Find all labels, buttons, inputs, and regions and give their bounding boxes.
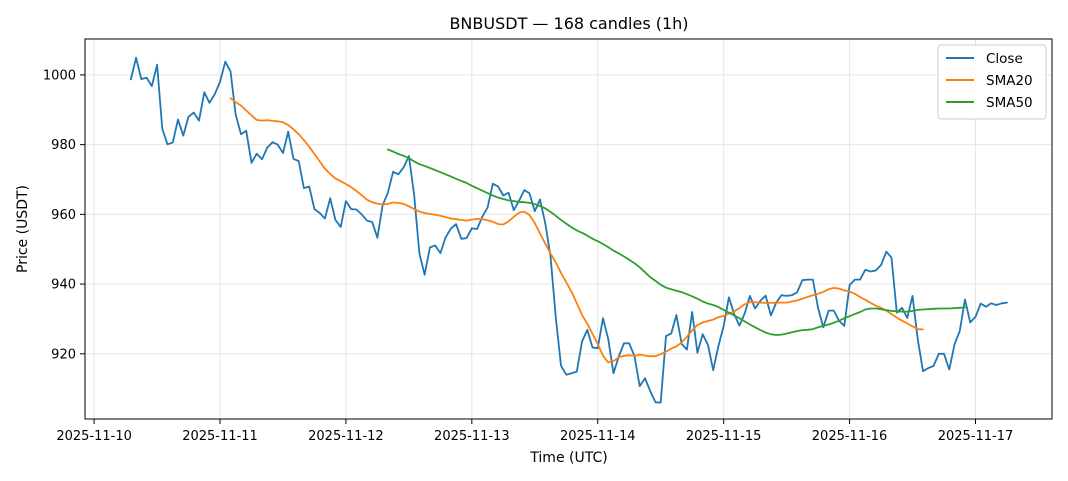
series-line-sma20 bbox=[229, 97, 924, 364]
x-tick-label: 2025-11-13 bbox=[434, 429, 510, 444]
legend-label-close: Close bbox=[986, 51, 1023, 67]
x-tick-label: 2025-11-12 bbox=[308, 429, 384, 444]
y-tick-label: 940 bbox=[51, 278, 76, 293]
legend-label-sma50: SMA50 bbox=[986, 95, 1033, 111]
series-line-sma50 bbox=[387, 148, 966, 336]
x-tick-label: 2025-11-15 bbox=[686, 429, 762, 444]
y-tick-label: 1000 bbox=[43, 68, 76, 83]
legend-box bbox=[937, 44, 1047, 120]
x-tick-label: 2025-11-10 bbox=[56, 429, 132, 444]
series-line-close bbox=[129, 56, 1008, 404]
grid-lines bbox=[85, 39, 1052, 419]
series-layer bbox=[129, 56, 1008, 404]
y-axis-label: Price (USDT) bbox=[15, 185, 31, 273]
y-tick-label: 960 bbox=[51, 208, 76, 223]
plot-frame bbox=[84, 38, 1053, 420]
x-tick-label: 2025-11-14 bbox=[560, 429, 636, 444]
y-tick-label: 920 bbox=[51, 347, 76, 362]
x-tick-label: 2025-11-17 bbox=[938, 429, 1014, 444]
x-tick-label: 2025-11-16 bbox=[812, 429, 888, 444]
y-tick-label: 980 bbox=[51, 138, 76, 153]
x-axis-label: Time (UTC) bbox=[529, 450, 607, 466]
y-axis: 920 940 960 980 1000 bbox=[43, 68, 85, 362]
legend-label-sma20: SMA20 bbox=[986, 73, 1033, 89]
legend: Close SMA20 SMA50 bbox=[937, 44, 1047, 120]
chart-title: BNBUSDT — 168 candles (1h) bbox=[449, 14, 688, 33]
x-axis: 2025-11-10 2025-11-11 2025-11-12 2025-11-13… bbox=[56, 419, 1013, 444]
x-tick-label: 2025-11-11 bbox=[182, 429, 258, 444]
